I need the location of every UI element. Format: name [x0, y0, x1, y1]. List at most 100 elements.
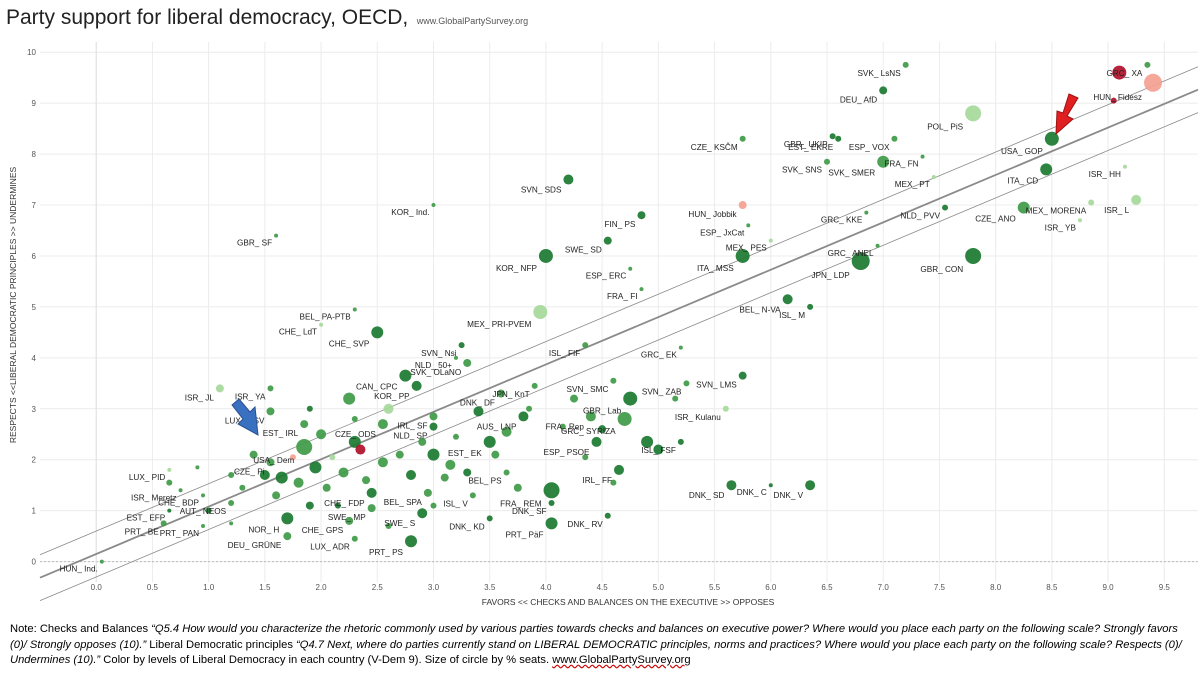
data-point[interactable]: [835, 135, 842, 142]
data-point[interactable]: [683, 380, 690, 387]
data-point[interactable]: [768, 238, 773, 243]
data-point[interactable]: [1040, 163, 1053, 176]
data-point[interactable]: [429, 422, 438, 431]
data-point[interactable]: [289, 454, 296, 461]
data-point[interactable]: [851, 252, 870, 271]
data-point[interactable]: [726, 480, 737, 491]
data-point[interactable]: [501, 426, 512, 437]
data-point[interactable]: [345, 516, 354, 525]
data-point[interactable]: [1144, 73, 1163, 92]
data-point[interactable]: [266, 407, 275, 416]
data-point[interactable]: [610, 479, 617, 486]
data-point[interactable]: [965, 105, 982, 122]
data-point[interactable]: [281, 512, 294, 525]
data-point[interactable]: [300, 420, 309, 429]
data-point[interactable]: [431, 203, 436, 208]
data-point[interactable]: [338, 467, 349, 478]
data-point[interactable]: [585, 411, 596, 422]
data-point[interactable]: [99, 559, 104, 564]
data-point[interactable]: [322, 483, 331, 492]
data-point[interactable]: [355, 444, 366, 455]
data-point[interactable]: [604, 512, 611, 519]
data-point[interactable]: [178, 488, 183, 493]
data-point[interactable]: [545, 517, 558, 530]
data-point[interactable]: [334, 502, 341, 509]
data-point[interactable]: [1144, 61, 1151, 68]
data-point[interactable]: [201, 523, 206, 528]
data-point[interactable]: [405, 535, 418, 548]
data-point[interactable]: [411, 380, 422, 391]
data-point[interactable]: [473, 406, 484, 417]
data-point[interactable]: [672, 395, 679, 402]
data-point[interactable]: [453, 355, 458, 360]
data-point[interactable]: [942, 204, 949, 211]
data-point[interactable]: [249, 450, 258, 459]
data-point[interactable]: [406, 470, 417, 481]
data-point[interactable]: [920, 154, 925, 159]
data-point[interactable]: [352, 307, 357, 312]
data-point[interactable]: [531, 382, 538, 389]
data-point[interactable]: [768, 483, 773, 488]
data-point[interactable]: [1077, 218, 1082, 223]
data-point[interactable]: [1112, 65, 1127, 80]
data-point[interactable]: [623, 391, 638, 406]
data-point[interactable]: [965, 247, 982, 264]
data-point[interactable]: [228, 500, 235, 507]
data-point[interactable]: [614, 464, 624, 475]
data-point[interactable]: [399, 369, 412, 382]
data-point[interactable]: [491, 450, 500, 459]
data-point[interactable]: [239, 484, 246, 491]
data-point[interactable]: [603, 236, 612, 245]
data-point[interactable]: [637, 211, 646, 220]
data-point[interactable]: [641, 435, 654, 448]
data-point[interactable]: [228, 472, 235, 479]
data-point[interactable]: [533, 305, 548, 319]
data-point[interactable]: [417, 508, 428, 519]
data-point[interactable]: [1131, 194, 1142, 205]
data-point[interactable]: [266, 458, 275, 467]
data-point[interactable]: [418, 437, 427, 446]
data-point[interactable]: [543, 482, 560, 499]
data-point[interactable]: [274, 233, 279, 238]
data-point[interactable]: [229, 521, 234, 526]
data-point[interactable]: [348, 435, 361, 448]
data-point[interactable]: [653, 444, 664, 455]
data-point[interactable]: [272, 491, 281, 500]
data-point[interactable]: [166, 479, 173, 486]
data-point[interactable]: [429, 412, 438, 421]
data-point[interactable]: [877, 155, 890, 168]
data-point[interactable]: [805, 480, 816, 491]
data-point[interactable]: [1088, 199, 1095, 206]
data-point[interactable]: [678, 345, 683, 350]
data-point[interactable]: [371, 326, 384, 339]
data-point[interactable]: [526, 405, 533, 412]
data-point[interactable]: [1122, 164, 1127, 169]
data-point[interactable]: [738, 201, 747, 210]
data-point[interactable]: [875, 243, 880, 248]
data-point[interactable]: [362, 476, 371, 485]
data-point[interactable]: [598, 425, 607, 434]
data-point[interactable]: [215, 384, 224, 393]
data-point[interactable]: [486, 515, 493, 522]
data-point[interactable]: [513, 483, 522, 492]
data-point[interactable]: [1017, 201, 1030, 214]
data-point[interactable]: [259, 470, 270, 481]
data-point[interactable]: [306, 405, 313, 412]
data-point[interactable]: [458, 342, 465, 349]
data-point[interactable]: [430, 502, 437, 509]
data-point[interactable]: [739, 135, 746, 142]
data-point[interactable]: [385, 522, 392, 529]
data-point[interactable]: [309, 461, 322, 474]
data-point[interactable]: [823, 158, 830, 165]
data-point[interactable]: [864, 210, 869, 215]
data-point[interactable]: [296, 439, 313, 455]
data-point[interactable]: [538, 248, 553, 263]
data-point[interactable]: [267, 385, 274, 392]
data-point[interactable]: [891, 135, 898, 142]
data-point[interactable]: [283, 532, 292, 541]
data-point[interactable]: [735, 248, 750, 263]
data-point[interactable]: [879, 86, 888, 95]
data-point[interactable]: [160, 520, 167, 527]
data-point[interactable]: [591, 436, 602, 447]
data-point[interactable]: [167, 467, 172, 472]
